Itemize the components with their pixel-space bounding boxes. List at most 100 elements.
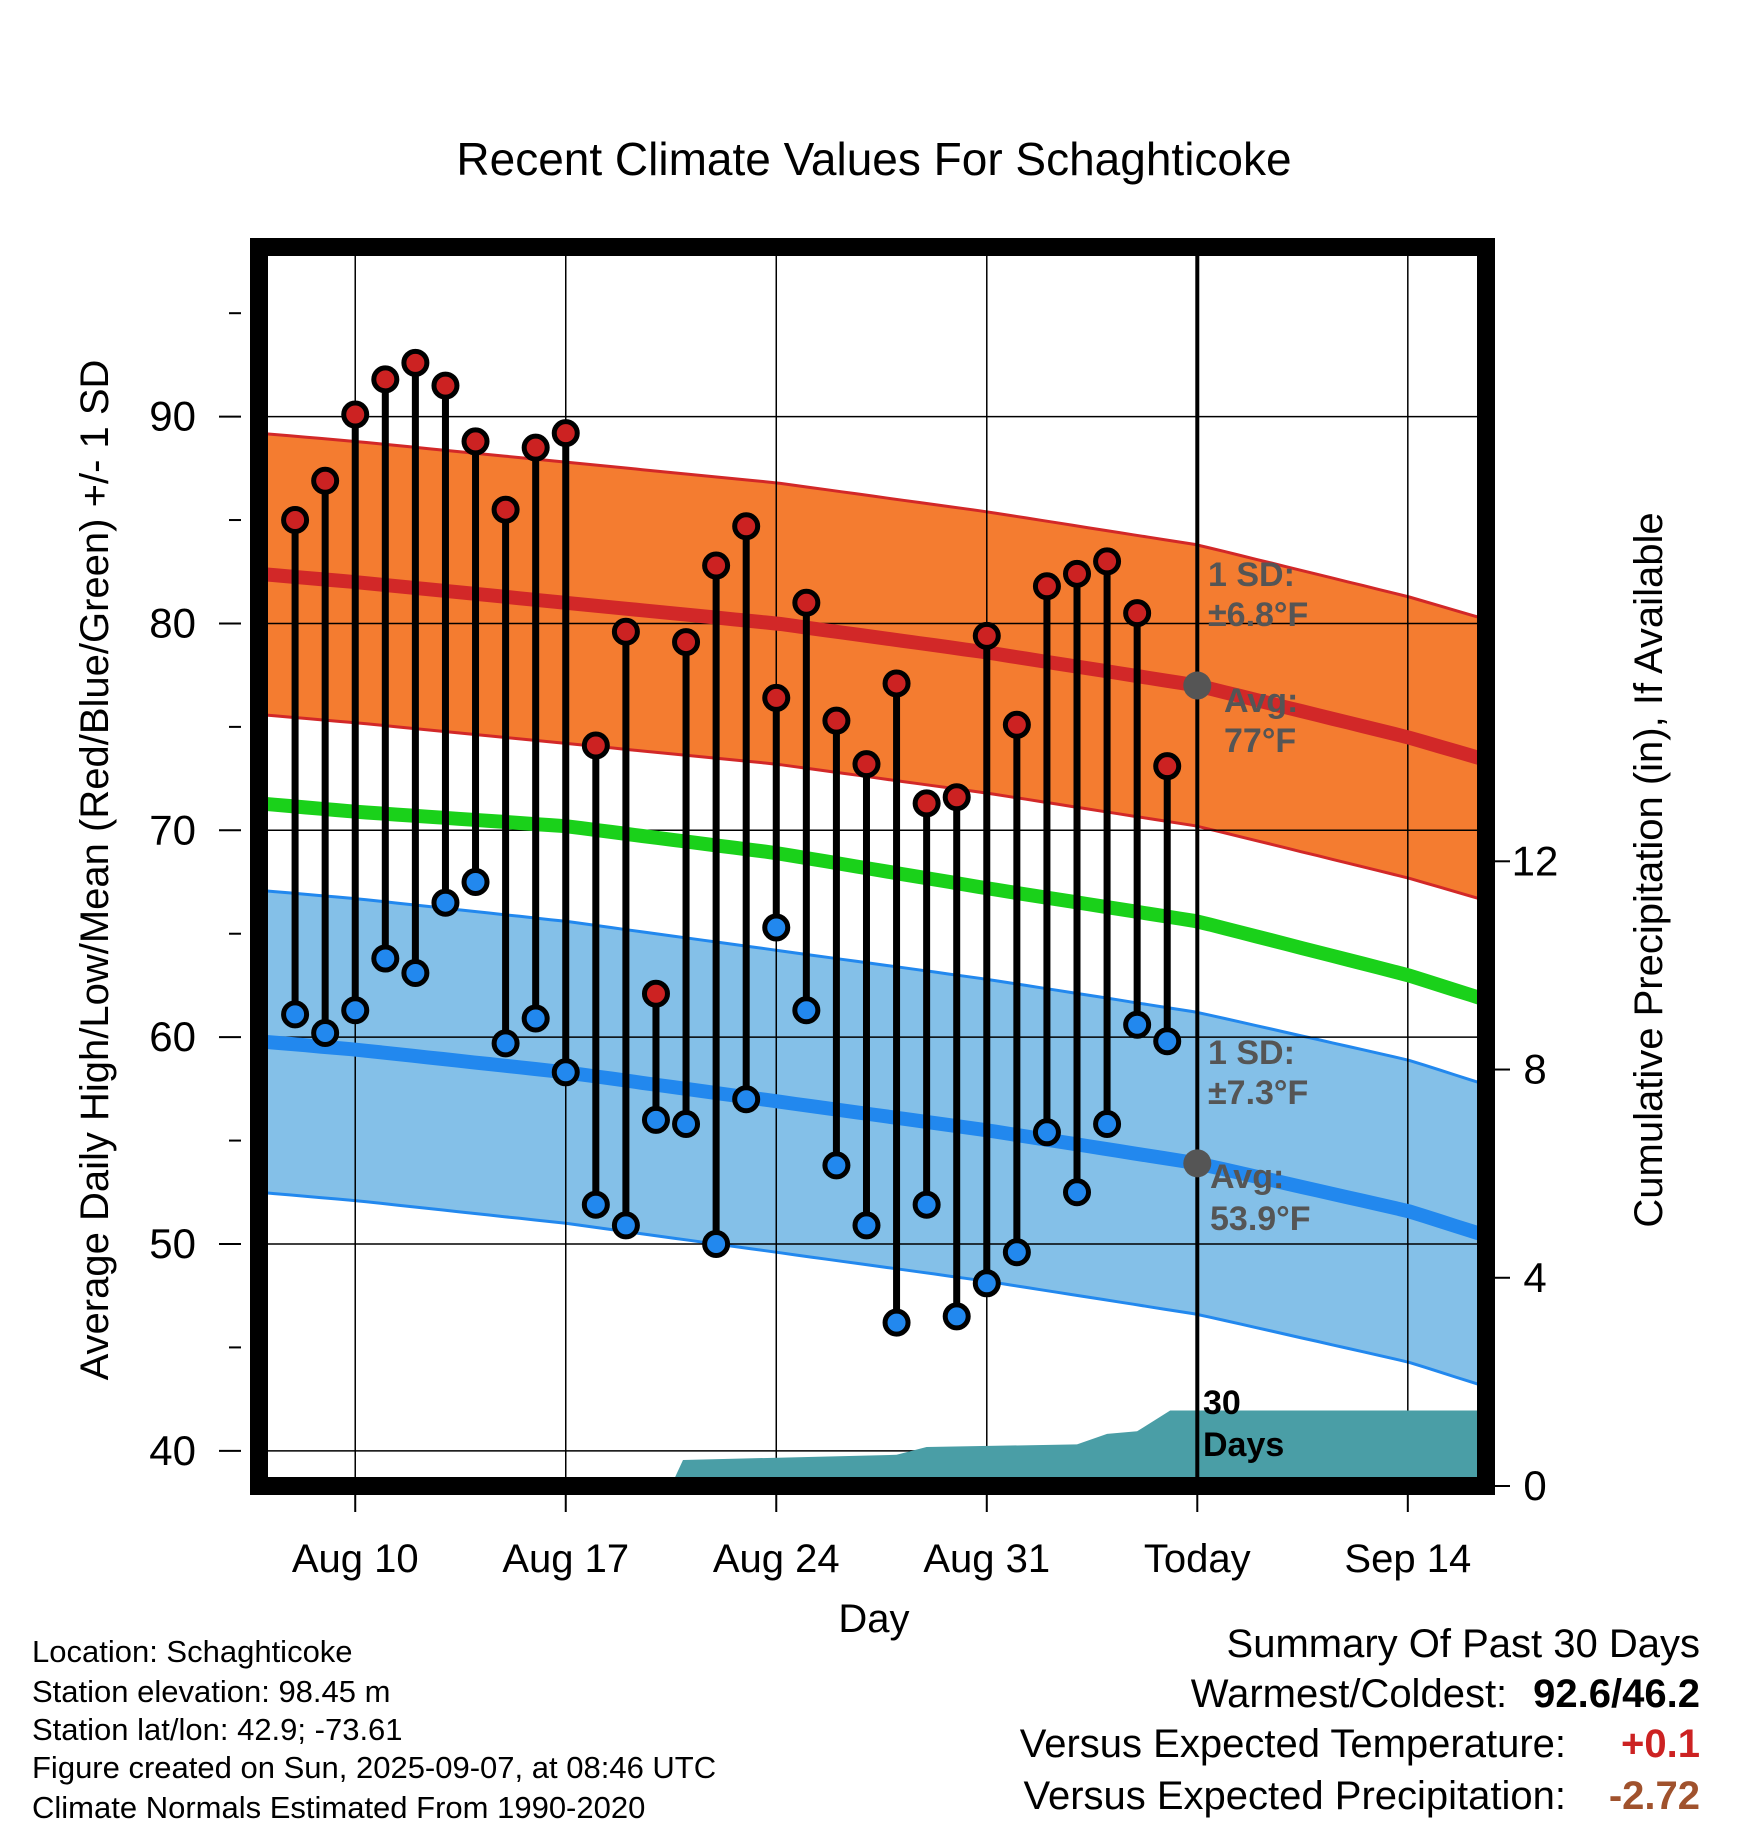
high-temp-point bbox=[401, 348, 430, 377]
low-temp-point bbox=[491, 1029, 520, 1058]
y2-tick-label: 4 bbox=[1523, 1254, 1546, 1301]
elevation-text: Station elevation: 98.45 m bbox=[32, 1674, 391, 1709]
y-tick-label: 70 bbox=[149, 806, 196, 853]
precip-label: Versus Expected Precipitation: bbox=[1023, 1774, 1566, 1818]
low-temp-point bbox=[311, 1019, 340, 1048]
x-tick-label: Aug 31 bbox=[923, 1537, 1050, 1581]
high-temp-point bbox=[822, 706, 851, 735]
low-temp-point bbox=[341, 996, 370, 1025]
high-temp-point bbox=[1093, 547, 1122, 576]
high-temp-point bbox=[311, 466, 340, 495]
low-temp-point bbox=[431, 888, 460, 917]
low-sd-lower-line bbox=[259, 1190, 1486, 1389]
low-temp-point bbox=[1032, 1118, 1061, 1147]
warm-cold-value: 92.6/46.2 bbox=[1533, 1672, 1700, 1716]
high-sd-lower-line bbox=[259, 713, 1486, 903]
y2-tick-label: 0 bbox=[1523, 1462, 1546, 1509]
high-temp-point bbox=[341, 400, 370, 429]
low-avg-line bbox=[259, 1034, 1486, 1243]
low-avg-label: Avg: bbox=[1210, 1158, 1284, 1196]
low-temp-point bbox=[611, 1211, 640, 1240]
low-temp-point bbox=[672, 1110, 701, 1139]
mean-line bbox=[259, 796, 1486, 1007]
low-temp-point bbox=[401, 959, 430, 988]
low-temp-point bbox=[822, 1151, 851, 1180]
y2-tick-label: 8 bbox=[1523, 1046, 1546, 1093]
high-temp-point bbox=[942, 783, 971, 812]
high-temp-point bbox=[611, 617, 640, 646]
high-temp-point bbox=[972, 621, 1001, 650]
low-temp-point bbox=[1093, 1110, 1122, 1139]
summary-title: Summary Of Past 30 Days bbox=[1226, 1622, 1700, 1666]
low-temp-point bbox=[882, 1308, 911, 1337]
high-avg-value: 77°F bbox=[1224, 722, 1296, 760]
high-temp-point bbox=[672, 628, 701, 657]
x-tick-label: Aug 24 bbox=[713, 1537, 840, 1581]
high-avg-label: Avg: bbox=[1224, 682, 1298, 720]
warm-cold-label: Warmest/Coldest: bbox=[1190, 1672, 1508, 1716]
chart-title: Recent Climate Values For Schaghticoke bbox=[456, 133, 1291, 185]
y2-axis-label: Cumulative Precipitation (in), If Availa… bbox=[1627, 512, 1671, 1227]
y-tick-label: 50 bbox=[149, 1220, 196, 1267]
high-avg-line bbox=[259, 566, 1486, 767]
days-count-label: 30 bbox=[1203, 1384, 1241, 1422]
y-tick-label: 60 bbox=[149, 1013, 196, 1060]
low-sd-value: ±7.3°F bbox=[1208, 1074, 1308, 1112]
low-temp-point bbox=[942, 1302, 971, 1331]
low-avg-value: 53.9°F bbox=[1210, 1200, 1311, 1238]
high-temp-point bbox=[551, 419, 580, 448]
low-temp-point bbox=[852, 1211, 881, 1240]
high-temp-point bbox=[702, 551, 731, 580]
low-temp-point bbox=[1123, 1010, 1152, 1039]
low-temp-point bbox=[641, 1105, 670, 1134]
low-temp-point bbox=[1063, 1178, 1091, 1207]
high-temp-point bbox=[1032, 572, 1061, 601]
low-temp-point bbox=[732, 1085, 761, 1114]
low-sd-upper-line bbox=[259, 888, 1486, 1087]
low-sd-label: 1 SD: bbox=[1208, 1034, 1295, 1072]
high-temp-point bbox=[281, 506, 310, 535]
high-temp-point bbox=[732, 512, 761, 541]
high-temp-point bbox=[1063, 559, 1091, 588]
high-temp-point bbox=[852, 750, 881, 779]
high-sd-label: 1 SD: bbox=[1208, 556, 1295, 594]
low-temp-point bbox=[461, 868, 490, 897]
high-sd-upper-line bbox=[259, 431, 1486, 621]
high-temp-point bbox=[792, 588, 821, 617]
y-tick-label: 40 bbox=[149, 1427, 196, 1474]
x-tick-label: Today bbox=[1144, 1537, 1251, 1581]
temp-value: +0.1 bbox=[1621, 1722, 1700, 1766]
x-tick-label: Sep 14 bbox=[1344, 1537, 1471, 1581]
low-temp-point bbox=[912, 1190, 941, 1219]
low-temp-point bbox=[581, 1190, 610, 1219]
temp-label: Versus Expected Temperature: bbox=[1019, 1722, 1566, 1766]
high-temp-point bbox=[371, 365, 400, 394]
summary-temp: Versus Expected Temperature: +0.1 bbox=[1020, 1722, 1700, 1767]
y-tick-label: 80 bbox=[149, 599, 196, 646]
normals-text: Climate Normals Estimated From 1990-2020 bbox=[32, 1790, 646, 1825]
high-temp-point bbox=[1123, 599, 1152, 628]
location-text: Location: Schaghticoke bbox=[32, 1634, 353, 1669]
precip-area bbox=[259, 1410, 1486, 1486]
high-temp-point bbox=[1153, 752, 1182, 781]
low-temp-point bbox=[521, 1004, 550, 1033]
low-temp-point bbox=[762, 913, 791, 942]
high-temp-point bbox=[461, 427, 490, 456]
days-word-label: Days bbox=[1203, 1426, 1284, 1464]
high-sd-value: ±6.8°F bbox=[1208, 596, 1308, 634]
high-temp-point bbox=[882, 669, 911, 698]
low-temp-point bbox=[1153, 1027, 1182, 1056]
high-temp-point bbox=[641, 979, 670, 1008]
y2-tick-label: 12 bbox=[1512, 837, 1559, 884]
low-temp-point bbox=[972, 1269, 1001, 1298]
high-temp-point bbox=[491, 495, 520, 524]
latlon-text: Station lat/lon: 42.9; -73.61 bbox=[32, 1712, 403, 1747]
high-temp-point bbox=[521, 433, 550, 462]
low-temp-point bbox=[702, 1229, 731, 1258]
y-tick-label: 90 bbox=[149, 393, 196, 440]
low-temp-point bbox=[371, 944, 400, 973]
y-axis-label: Average Daily High/Low/Mean (Red/Blue/Gr… bbox=[73, 360, 117, 1381]
low-temp-point bbox=[1002, 1238, 1031, 1267]
